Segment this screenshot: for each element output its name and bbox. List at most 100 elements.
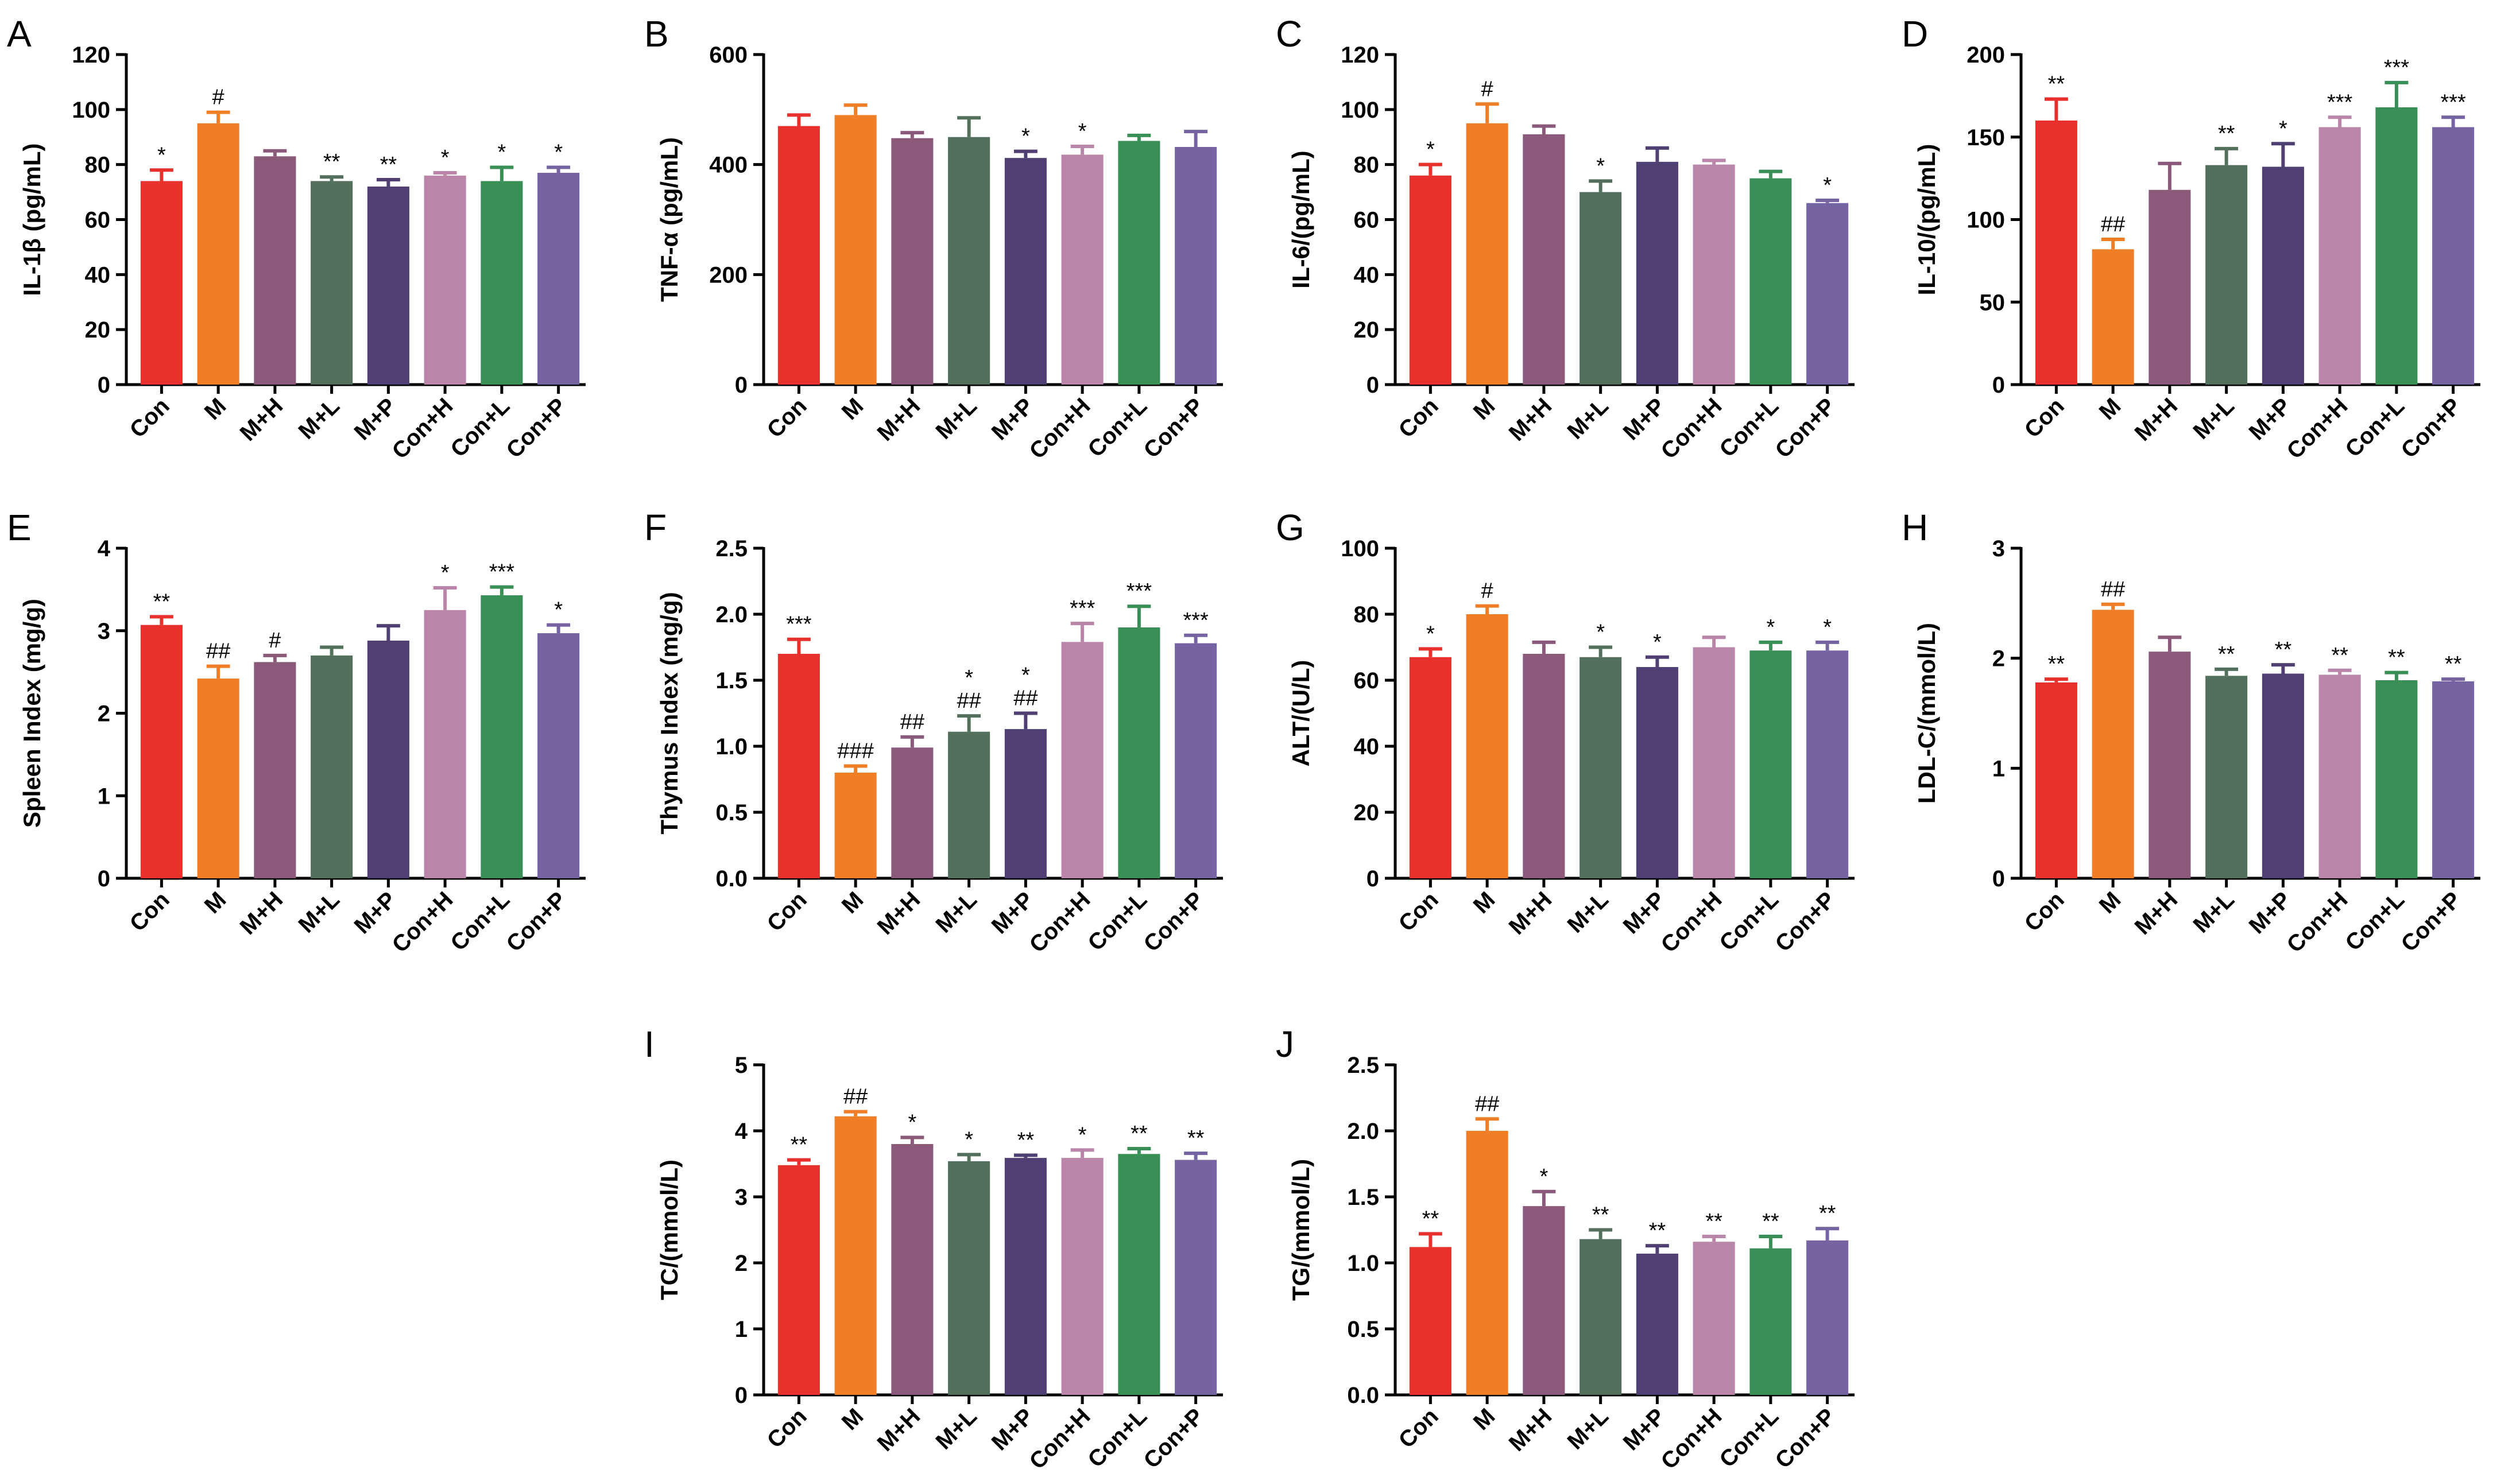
y-tick-label: 100 <box>1341 536 1379 561</box>
y-tick-label: 0 <box>1367 373 1379 398</box>
x-tick-label: M+H <box>1504 393 1557 446</box>
bar-con <box>1409 657 1451 878</box>
x-tick-label: Con+P <box>502 393 571 463</box>
bar-con <box>777 1165 820 1395</box>
bar-con-plus-l <box>1118 1154 1160 1395</box>
x-tick-label: M <box>837 887 869 918</box>
bar-m <box>1466 1131 1508 1395</box>
y-tick-label: 0 <box>1992 373 2005 398</box>
x-tick-label: Con+L <box>1083 393 1152 462</box>
x-tick-label: M+L <box>1563 393 1613 444</box>
bar-con-plus-l <box>1118 627 1160 878</box>
x-tick-label: M+L <box>931 887 982 937</box>
bar-con-plus-h <box>1693 647 1735 878</box>
significance-label: # <box>212 86 224 110</box>
y-tick-label: 5 <box>735 1053 748 1078</box>
bar-con-plus-h <box>1061 1158 1104 1395</box>
bar-chart-d: 0 50 100 150 200 IL-10/(pg/mL) Con ** M ## M+H M+L *… <box>1913 42 2480 464</box>
x-tick-label: Con+H <box>1024 1404 1095 1474</box>
panel-d: D 0 50 100 150 200 IL-10/(pg/mL) Con ** M ## M+H M+L… <box>1895 0 2515 471</box>
significance-label: * <box>1078 1123 1087 1147</box>
y-tick-label: 100 <box>1967 208 2005 233</box>
bar-m-plus-p <box>1004 729 1047 878</box>
x-tick-label: M+H <box>1504 887 1557 940</box>
bar-m-plus-l <box>2205 165 2248 385</box>
x-tick-label: M+L <box>2189 887 2239 937</box>
significance-label: ** <box>1131 1122 1148 1146</box>
significance-label: * <box>1078 119 1087 144</box>
bar-m-plus-p <box>367 641 409 878</box>
y-tick-label: 0 <box>735 1383 748 1408</box>
significance-label: # <box>1481 77 1493 101</box>
significance-label: * <box>1539 1165 1548 1189</box>
x-tick-label: Con+H <box>387 393 458 464</box>
x-tick-label: M+H <box>235 887 288 940</box>
bar-con <box>140 181 183 385</box>
bar-con-plus-h <box>2318 127 2361 385</box>
bar-con-plus-l <box>1749 1248 1792 1395</box>
x-tick-label: M <box>837 393 869 425</box>
panel-c: C 0 20 40 60 80 100 120 IL-6/(pg/mL) Con * M # M+H M+L… <box>1269 0 1889 471</box>
significance-label: * <box>157 143 166 167</box>
significance-label: * <box>554 598 563 622</box>
significance-label: ** <box>1017 1129 1035 1153</box>
bar-chart-f: 0.0 0.5 1.0 1.5 2.0 2.5 Thymus Index (mg/g) Con… <box>656 536 1223 957</box>
y-tick-label: 0 <box>98 866 110 891</box>
bar-con-plus-p <box>1175 1160 1217 1395</box>
bar-chart-h: 0 1 2 3 LDL-C/(mmol/L) Con ** M ## M+H M+L ** M+P ** C… <box>1913 536 2480 957</box>
bar-m-plus-l <box>311 181 353 385</box>
bar-con-plus-h <box>2318 674 2361 878</box>
x-tick-label: Con+L <box>2340 887 2409 956</box>
x-tick-label: M+H <box>1504 1404 1557 1456</box>
bar-con-plus-p <box>1175 147 1217 385</box>
bar-m-plus-l <box>311 655 353 878</box>
y-tick-label: 120 <box>1341 42 1379 68</box>
x-tick-label: Con <box>2020 393 2069 443</box>
y-tick-label: 2.5 <box>715 536 748 561</box>
significance-label: ## <box>206 639 230 664</box>
significance-label: ** <box>2048 652 2065 676</box>
bar-m-plus-l <box>948 1161 990 1395</box>
x-tick-label: M+H <box>873 393 926 446</box>
y-tick-label: 0.0 <box>715 866 748 891</box>
y-tick-label: 100 <box>72 98 110 123</box>
x-tick-label: M+L <box>1563 1404 1613 1454</box>
significance-label: *** <box>489 560 515 584</box>
y-axis-label: LDL-C/(mmol/L) <box>1913 623 1940 804</box>
bar-m <box>1466 614 1508 878</box>
significance-label: * <box>1021 125 1030 149</box>
panel-letter: E <box>7 507 32 548</box>
x-tick-label: Con <box>1394 393 1443 443</box>
y-tick-label: 40 <box>1354 262 1380 288</box>
x-tick-label: M <box>200 887 231 918</box>
bar-m-plus-h <box>2149 652 2191 878</box>
significance-label: ## <box>957 689 981 713</box>
x-tick-label: M+P <box>2244 887 2296 939</box>
x-tick-label: M+H <box>873 1404 926 1456</box>
significance-label: ** <box>153 590 171 614</box>
bar-m-plus-l <box>1580 192 1622 385</box>
bar-chart-a: 0 20 40 60 80 100 120 IL-1β (pg/mL) Con * M # M+H M+L… <box>18 42 586 464</box>
significance-label: ** <box>2048 72 2065 96</box>
y-tick-label: 1 <box>98 784 110 809</box>
significance-label: * <box>441 146 450 170</box>
bar-m-plus-h <box>2149 189 2191 385</box>
y-axis-label: TC/(mmol/L) <box>656 1160 683 1300</box>
x-tick-label: M+P <box>1619 1404 1670 1455</box>
significance-label: ** <box>323 150 340 174</box>
y-tick-label: 0 <box>98 373 110 398</box>
significance-label: * <box>441 561 450 585</box>
bar-m-plus-h <box>1523 134 1565 385</box>
x-tick-label: Con+H <box>387 887 458 957</box>
x-tick-label: M+P <box>987 887 1039 939</box>
bar-m <box>834 1116 877 1395</box>
x-tick-label: Con+H <box>1656 393 1727 464</box>
panel-a: A 0 20 40 60 80 100 120 IL-1β (pg/mL) Con * M # M+H M+… <box>0 0 620 471</box>
panel-e: E 0 1 2 3 4 Spleen Index (mg/g) Con ** M ## M+H # M+L… <box>0 494 620 964</box>
bar-con-plus-h <box>424 610 466 878</box>
y-tick-label: 3 <box>735 1185 748 1210</box>
significance-label: *** <box>2440 90 2466 114</box>
bar-m-plus-p <box>1636 667 1678 878</box>
significance-label: * <box>1426 622 1435 646</box>
significance-label: ## <box>2101 577 2125 602</box>
